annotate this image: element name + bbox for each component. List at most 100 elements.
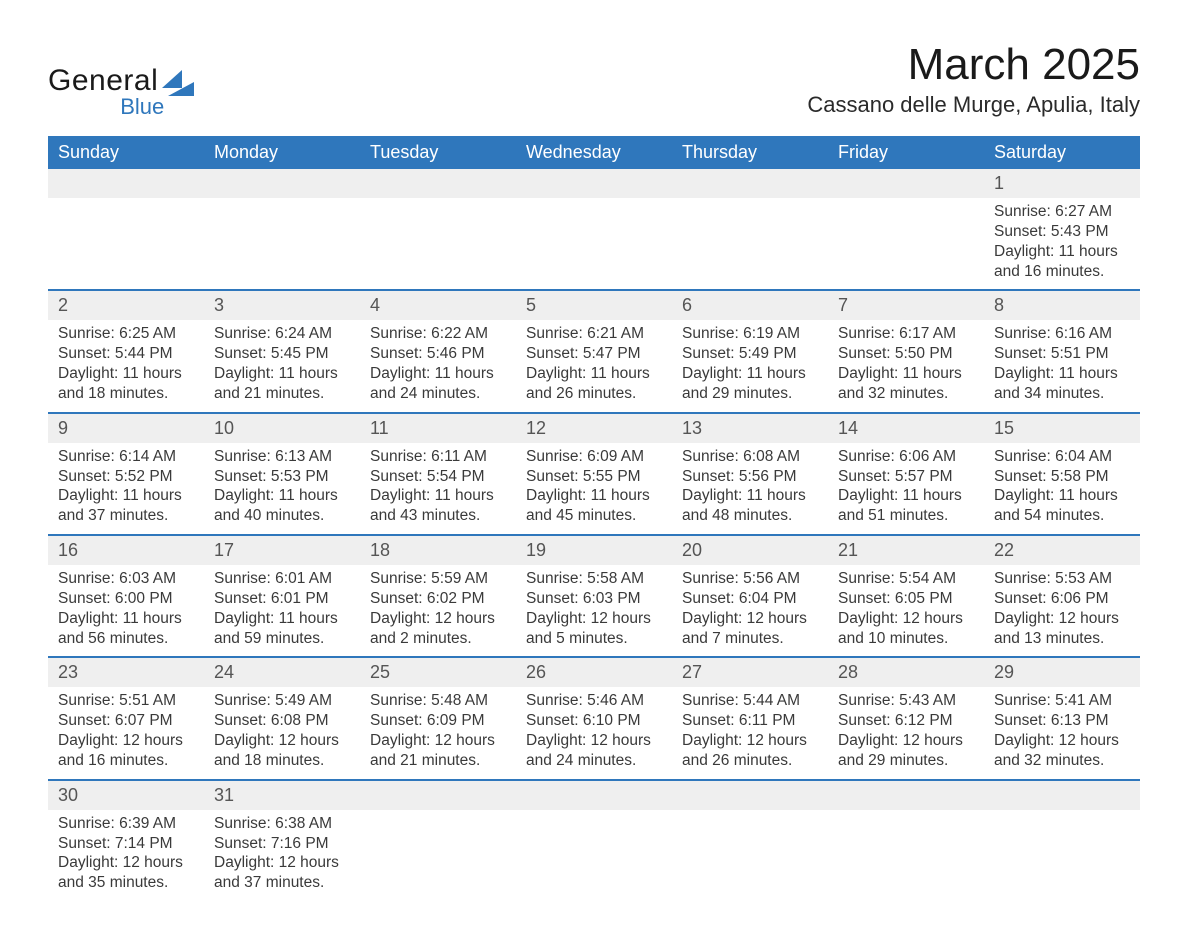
day-number: 5	[516, 291, 672, 320]
day-number: 1	[984, 169, 1140, 198]
day-number	[204, 169, 360, 198]
calendar-cell: 24Sunrise: 5:49 AMSunset: 6:08 PMDayligh…	[204, 657, 360, 779]
daylight-line: Daylight: 11 hours and 32 minutes.	[838, 364, 974, 404]
sunrise-line: Sunrise: 6:04 AM	[994, 447, 1130, 467]
day-body: Sunrise: 6:03 AMSunset: 6:00 PMDaylight:…	[48, 565, 204, 656]
day-number: 6	[672, 291, 828, 320]
day-number: 7	[828, 291, 984, 320]
calendar-cell: 25Sunrise: 5:48 AMSunset: 6:09 PMDayligh…	[360, 657, 516, 779]
sunrise-line: Sunrise: 5:54 AM	[838, 569, 974, 589]
daylight-line: Daylight: 11 hours and 40 minutes.	[214, 486, 350, 526]
day-number: 21	[828, 536, 984, 565]
sunrise-line: Sunrise: 5:59 AM	[370, 569, 506, 589]
calendar-cell	[48, 169, 204, 290]
day-number: 12	[516, 414, 672, 443]
day-body: Sunrise: 5:43 AMSunset: 6:12 PMDaylight:…	[828, 687, 984, 778]
brand-text: General Blue	[48, 64, 158, 98]
sunrise-line: Sunrise: 6:09 AM	[526, 447, 662, 467]
day-number: 29	[984, 658, 1140, 687]
sunrise-line: Sunrise: 5:48 AM	[370, 691, 506, 711]
daylight-line: Daylight: 11 hours and 29 minutes.	[682, 364, 818, 404]
calendar-cell: 11Sunrise: 6:11 AMSunset: 5:54 PMDayligh…	[360, 413, 516, 535]
calendar-cell: 31Sunrise: 6:38 AMSunset: 7:16 PMDayligh…	[204, 780, 360, 901]
calendar-cell: 13Sunrise: 6:08 AMSunset: 5:56 PMDayligh…	[672, 413, 828, 535]
title-block: March 2025 Cassano delle Murge, Apulia, …	[807, 40, 1140, 118]
day-body	[672, 198, 828, 210]
day-body: Sunrise: 5:49 AMSunset: 6:08 PMDaylight:…	[204, 687, 360, 778]
brand-name-b: Blue	[120, 94, 164, 120]
daylight-line: Daylight: 11 hours and 59 minutes.	[214, 609, 350, 649]
weekday-header: Thursday	[672, 136, 828, 169]
calendar-cell	[360, 780, 516, 901]
calendar-cell	[828, 780, 984, 901]
day-body: Sunrise: 6:09 AMSunset: 5:55 PMDaylight:…	[516, 443, 672, 534]
calendar-cell: 27Sunrise: 5:44 AMSunset: 6:11 PMDayligh…	[672, 657, 828, 779]
sunrise-line: Sunrise: 5:53 AM	[994, 569, 1130, 589]
daylight-line: Daylight: 11 hours and 24 minutes.	[370, 364, 506, 404]
sunrise-line: Sunrise: 5:46 AM	[526, 691, 662, 711]
sunrise-line: Sunrise: 6:13 AM	[214, 447, 350, 467]
day-body: Sunrise: 6:06 AMSunset: 5:57 PMDaylight:…	[828, 443, 984, 534]
sunrise-line: Sunrise: 5:56 AM	[682, 569, 818, 589]
calendar-week-row: 23Sunrise: 5:51 AMSunset: 6:07 PMDayligh…	[48, 657, 1140, 779]
daylight-line: Daylight: 12 hours and 10 minutes.	[838, 609, 974, 649]
day-number: 24	[204, 658, 360, 687]
day-number: 13	[672, 414, 828, 443]
daylight-line: Daylight: 12 hours and 13 minutes.	[994, 609, 1130, 649]
day-number: 9	[48, 414, 204, 443]
day-number	[360, 781, 516, 810]
brand-mark-icon	[162, 70, 196, 96]
day-number	[360, 169, 516, 198]
weekday-header: Sunday	[48, 136, 204, 169]
calendar-cell: 9Sunrise: 6:14 AMSunset: 5:52 PMDaylight…	[48, 413, 204, 535]
daylight-line: Daylight: 12 hours and 7 minutes.	[682, 609, 818, 649]
calendar-cell: 3Sunrise: 6:24 AMSunset: 5:45 PMDaylight…	[204, 290, 360, 412]
day-body	[516, 198, 672, 210]
sunrise-line: Sunrise: 5:43 AM	[838, 691, 974, 711]
sunset-line: Sunset: 5:50 PM	[838, 344, 974, 364]
day-number: 16	[48, 536, 204, 565]
sunrise-line: Sunrise: 6:08 AM	[682, 447, 818, 467]
calendar-cell: 21Sunrise: 5:54 AMSunset: 6:05 PMDayligh…	[828, 535, 984, 657]
sunrise-line: Sunrise: 5:51 AM	[58, 691, 194, 711]
calendar-cell: 8Sunrise: 6:16 AMSunset: 5:51 PMDaylight…	[984, 290, 1140, 412]
calendar-cell: 2Sunrise: 6:25 AMSunset: 5:44 PMDaylight…	[48, 290, 204, 412]
calendar-cell: 7 Sunrise: 6:17 AMSunset: 5:50 PMDaylight…	[828, 290, 984, 412]
calendar-cell: 16Sunrise: 6:03 AMSunset: 6:00 PMDayligh…	[48, 535, 204, 657]
calendar-week-row: 2Sunrise: 6:25 AMSunset: 5:44 PMDaylight…	[48, 290, 1140, 412]
day-body: Sunrise: 6:19 AMSunset: 5:49 PMDaylight:…	[672, 320, 828, 411]
sunrise-line: Sunrise: 6:16 AM	[994, 324, 1130, 344]
sunrise-line: Sunrise: 6:17 AM	[838, 324, 974, 344]
sunset-line: Sunset: 6:04 PM	[682, 589, 818, 609]
day-body: Sunrise: 6:11 AMSunset: 5:54 PMDaylight:…	[360, 443, 516, 534]
daylight-line: Daylight: 12 hours and 26 minutes.	[682, 731, 818, 771]
day-number: 8	[984, 291, 1140, 320]
sunset-line: Sunset: 5:52 PM	[58, 467, 194, 487]
daylight-line: Daylight: 12 hours and 29 minutes.	[838, 731, 974, 771]
day-body: Sunrise: 6:39 AMSunset: 7:14 PMDaylight:…	[48, 810, 204, 901]
calendar-cell	[204, 169, 360, 290]
calendar-cell: 19Sunrise: 5:58 AMSunset: 6:03 PMDayligh…	[516, 535, 672, 657]
day-number: 22	[984, 536, 1140, 565]
daylight-line: Daylight: 12 hours and 32 minutes.	[994, 731, 1130, 771]
sunset-line: Sunset: 6:11 PM	[682, 711, 818, 731]
day-body: Sunrise: 6:27 AMSunset: 5:43 PMDaylight:…	[984, 198, 1140, 289]
calendar-cell: 10Sunrise: 6:13 AMSunset: 5:53 PMDayligh…	[204, 413, 360, 535]
day-body	[672, 810, 828, 822]
sunset-line: Sunset: 7:14 PM	[58, 834, 194, 854]
day-body	[360, 810, 516, 822]
calendar-cell: 18Sunrise: 5:59 AMSunset: 6:02 PMDayligh…	[360, 535, 516, 657]
day-body: Sunrise: 6:22 AMSunset: 5:46 PMDaylight:…	[360, 320, 516, 411]
day-number: 28	[828, 658, 984, 687]
sunrise-line: Sunrise: 5:44 AM	[682, 691, 818, 711]
location-subtitle: Cassano delle Murge, Apulia, Italy	[807, 92, 1140, 118]
sunrise-line: Sunrise: 6:25 AM	[58, 324, 194, 344]
day-body: Sunrise: 6:21 AMSunset: 5:47 PMDaylight:…	[516, 320, 672, 411]
calendar-cell: 26Sunrise: 5:46 AMSunset: 6:10 PMDayligh…	[516, 657, 672, 779]
calendar-cell: 4Sunrise: 6:22 AMSunset: 5:46 PMDaylight…	[360, 290, 516, 412]
calendar-cell	[984, 780, 1140, 901]
sunrise-line: Sunrise: 5:49 AM	[214, 691, 350, 711]
day-number	[672, 781, 828, 810]
calendar-cell: 28Sunrise: 5:43 AMSunset: 6:12 PMDayligh…	[828, 657, 984, 779]
daylight-line: Daylight: 11 hours and 16 minutes.	[994, 242, 1130, 282]
